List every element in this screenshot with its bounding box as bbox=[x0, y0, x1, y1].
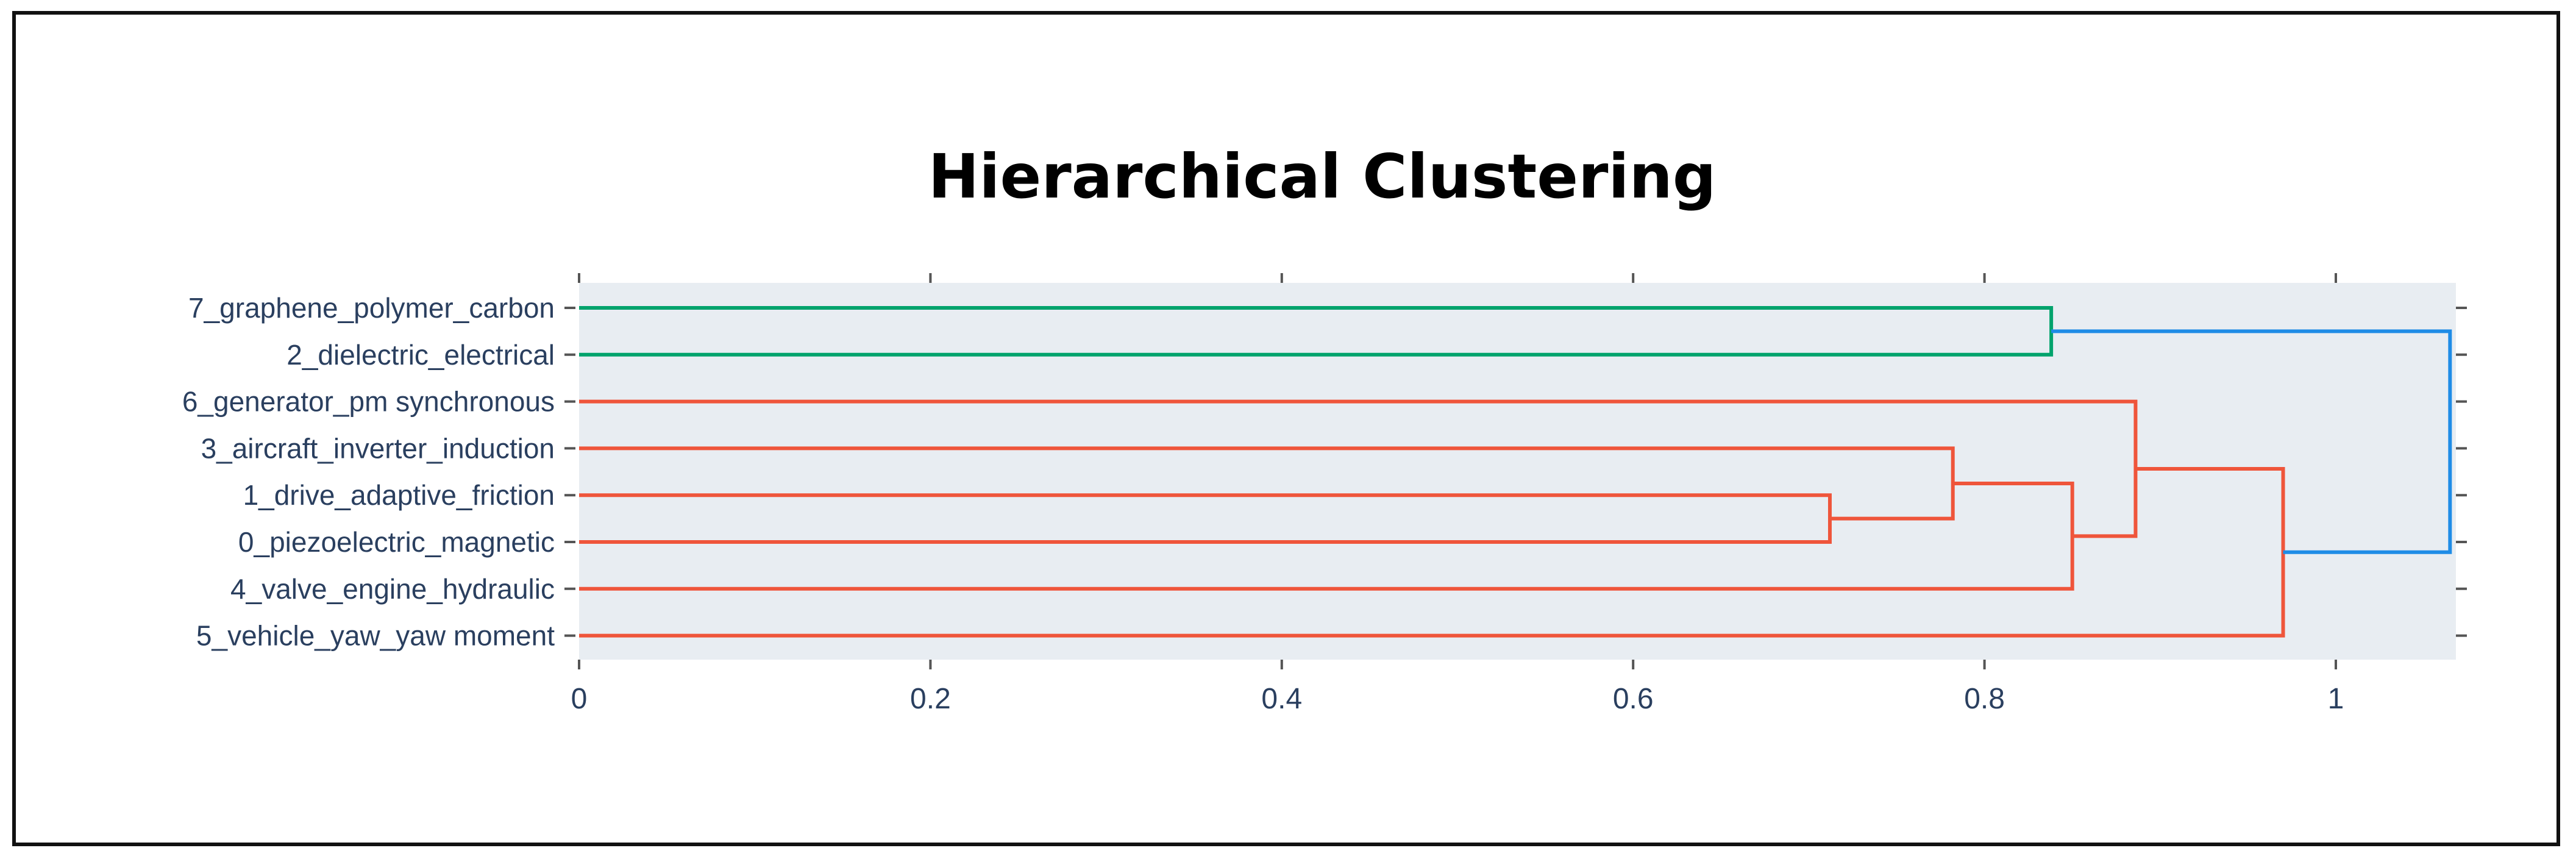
dendrogram-link bbox=[2051, 329, 2452, 554]
leaf-label: 1_drive_adaptive_friction bbox=[243, 479, 555, 511]
plot-background bbox=[579, 283, 2456, 660]
leaf-label: 0_piezoelectric_magnetic bbox=[238, 526, 555, 558]
x-tick-label: 1 bbox=[2328, 683, 2344, 715]
dendrogram-link bbox=[579, 493, 1832, 544]
x-tick-label: 0.2 bbox=[910, 683, 951, 715]
plot-area: 0 0.2 0.4 0.6 0.8 1 7_graphene_polymer_carbon 2… bbox=[182, 273, 2467, 715]
leaf-label: 6_generator_pm synchronous bbox=[182, 386, 555, 418]
x-tick-label: 0.8 bbox=[1964, 683, 2005, 715]
dendrogram-chart: Hierarchical Clustering 0 0.2 0.4 0.6 0.8 1 7_… bbox=[182, 141, 2467, 715]
x-tick-label: 0.6 bbox=[1613, 683, 1654, 715]
x-tick-label: 0.4 bbox=[1261, 683, 1302, 715]
chart-frame: Hierarchical Clustering 0 0.2 0.4 0.6 0.8 1 7_… bbox=[12, 11, 2560, 846]
dendrogram-link bbox=[579, 399, 2138, 538]
x-tick-label: 0 bbox=[571, 683, 588, 715]
leaf-label: 7_graphene_polymer_carbon bbox=[188, 292, 555, 324]
leaf-label: 3_aircraft_inverter_induction bbox=[201, 432, 555, 464]
dendrogram-link bbox=[579, 446, 1955, 521]
chart-title: Hierarchical Clustering bbox=[928, 141, 1717, 212]
leaf-label: 5_vehicle_yaw_yaw moment bbox=[196, 620, 555, 652]
leaf-label: 2_dielectric_electrical bbox=[286, 339, 555, 371]
leaf-label: 4_valve_engine_hydraulic bbox=[230, 573, 555, 605]
